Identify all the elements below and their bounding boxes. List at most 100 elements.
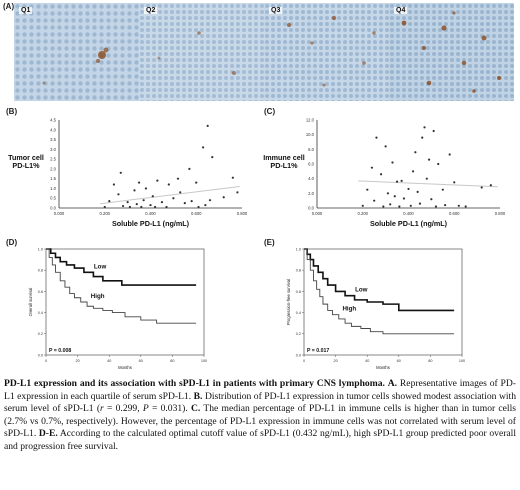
chart-d-y-tick-label: 0.6 <box>38 290 43 294</box>
chart-b-x-tick-label: 0.400 <box>145 211 156 216</box>
chart-b-data-point <box>160 201 164 204</box>
chart-e-curve-high <box>304 248 455 335</box>
chart-d-x-tick-label: 100 <box>201 359 207 363</box>
chart-e-curve-low <box>304 248 455 312</box>
chart-b-x-label: Soluble PD-L1 (ng/mL) <box>112 219 190 228</box>
chart-e-x-tick-label: 0 <box>303 359 305 363</box>
chart-e-y-tick-label: 1.0 <box>296 247 301 251</box>
chart-c-data-point <box>464 205 467 208</box>
chart-c-x-tick-label: 0.600 <box>449 211 460 216</box>
chart-b-x-tick-label: 0.800 <box>237 211 248 216</box>
chart-d-x-tick-label: 0 <box>45 359 47 363</box>
chart-d-x-label: Months <box>118 365 132 370</box>
micrograph-q2: Q2 <box>139 3 264 101</box>
chart-d-p-value: P = 0.008 <box>49 348 71 354</box>
chart-e-y-label: Progression-free survival <box>286 279 291 325</box>
micrograph-q3: Q3 <box>264 3 389 101</box>
chart-c-data-point <box>402 197 406 200</box>
chart-b-y-tick-label: 3.0 <box>50 147 56 152</box>
chart-c-data-point <box>398 205 401 208</box>
chart-d-y-tick-label: 1.0 <box>38 247 43 251</box>
chart-c-x-tick-label: 0.200 <box>358 211 369 216</box>
chart-b-data-point <box>108 200 111 203</box>
micrograph-q1-image <box>14 3 139 101</box>
chart-c-data-point <box>414 151 417 154</box>
chart-c-data-point <box>430 198 433 201</box>
chart-b-tumor-scatter: (B) 0.0 0.5 1.0 1.5 2.0 2.5 3.0 3.5 4.0 4.5 0.000 0.… <box>6 107 248 228</box>
micrograph-q2-image <box>139 3 264 101</box>
chart-b-data-point <box>197 205 200 209</box>
chart-c-data-point <box>370 166 373 169</box>
chart-c-data-point <box>444 203 447 207</box>
chart-b-trend-line <box>100 185 240 205</box>
chart-e-x-tick-label: 20 <box>333 359 337 363</box>
quartile-label-q2: Q2 <box>144 7 158 14</box>
chart-c-y-tick-label: 6.0 <box>308 162 314 167</box>
chart-b-data-point <box>133 189 136 192</box>
chart-c-y-tick-label: 4.0 <box>308 176 314 181</box>
chart-c-data-point <box>409 204 412 207</box>
quartile-label-q3: Q3 <box>269 7 283 14</box>
caption-r-value: = 0.299, <box>103 403 143 415</box>
chart-c-data-point <box>432 129 435 133</box>
micrograph-q4-image <box>389 3 514 101</box>
chart-c-y-label-line: Immune cell <box>263 153 305 162</box>
figure-caption: PD-L1 expression and its association wit… <box>4 378 516 454</box>
chart-c-x-label: Soluble PD-L1 (ng/mL) <box>370 219 448 228</box>
caption-title: PD-L1 expression and its association wit… <box>4 378 385 389</box>
chart-b-data-point <box>119 171 122 174</box>
chart-d-y-tick-label: 0.2 <box>38 332 43 336</box>
chart-e-y-tick-label: 0.8 <box>296 269 301 273</box>
chart-d-y-tick-label: 0.4 <box>38 311 43 315</box>
chart-b-x-tick-label: 0.000 <box>54 211 65 216</box>
chart-c-data-point <box>393 195 396 198</box>
caption-de-text: According to the calculated optimal cuto… <box>4 428 516 452</box>
chart-c-y-tick-label: 2.0 <box>308 191 314 196</box>
chart-c-data-point <box>361 204 364 207</box>
chart-c-data-point <box>489 184 492 187</box>
chart-b-y-tick-label: 2.5 <box>50 157 56 162</box>
chart-b-data-point <box>151 195 154 198</box>
chart-b-y-tick-label: 0.5 <box>50 196 56 201</box>
chart-c-data-point <box>375 136 378 139</box>
chart-b-data-point <box>137 181 141 184</box>
chart-c-data-point <box>386 192 390 195</box>
chart-c-panel-letter: (C) <box>264 107 275 116</box>
chart-d-curve-high <box>46 248 197 324</box>
caption-b-text: Distribution of PD-L1 expression in tumo… <box>4 390 516 415</box>
micrograph-q4: Q4 <box>389 3 514 101</box>
chart-c-data-point <box>416 190 419 193</box>
chart-c-x-tick-label: 0.000 <box>312 211 323 216</box>
caption-r-symbol: r <box>100 403 104 415</box>
chart-b-data-point <box>128 205 132 209</box>
chart-d-x-tick-label: 80 <box>170 359 174 363</box>
chart-c-data-point <box>373 199 376 202</box>
quartile-label-q4: Q4 <box>394 7 408 14</box>
chart-c-data-point <box>457 204 460 207</box>
chart-c-data-point <box>421 136 424 139</box>
chart-b-data-point <box>236 191 239 194</box>
chart-d-overall-survival: (D) 0.0 0.2 0.4 0.6 0.8 1.0 0 20 40 60 80 100 Low High… <box>6 238 207 370</box>
chart-d-y-label: Overall survival <box>28 288 33 317</box>
panel-a-letter: (A) <box>3 2 15 11</box>
chart-e-series-label-low: Low <box>355 287 368 294</box>
chart-b-y-label-line: PD-L1% <box>12 161 40 170</box>
chart-e-y-tick-label: 0.0 <box>296 353 301 357</box>
caption-c-label: C. <box>191 403 201 415</box>
chart-e-plot-frame <box>303 248 463 356</box>
chart-d-series-label-high: High <box>91 293 105 300</box>
chart-e-series-label-high: High <box>342 306 356 313</box>
chart-c-data-point <box>448 153 451 156</box>
caption-b-label: B. <box>193 390 203 402</box>
chart-b-data-point <box>167 183 170 186</box>
micrograph-q1: Q1 <box>14 3 139 101</box>
chart-c-data-point <box>384 145 387 148</box>
chart-b-data-point <box>183 202 186 205</box>
chart-e-y-tick-label: 0.4 <box>296 311 301 315</box>
chart-c-y-tick-label: 12.0 <box>306 118 315 123</box>
chart-d-y-tick-label: 0.8 <box>38 269 43 273</box>
chart-c-data-point <box>391 161 394 164</box>
micrograph-strip: Q1 Q2 <box>14 3 514 101</box>
chart-c-data-point <box>427 158 431 161</box>
chart-d-x-tick-label: 20 <box>75 359 79 363</box>
